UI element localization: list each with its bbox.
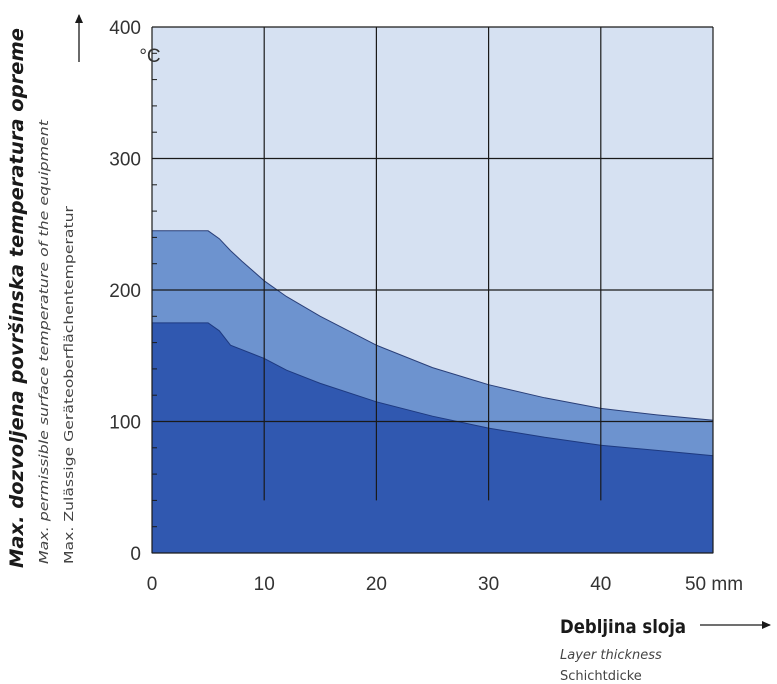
y-tick-label-0: 0 — [130, 544, 141, 565]
x-tick-label-20: 20 — [366, 574, 387, 595]
x-tick-label-0: 0 — [147, 574, 158, 595]
y-unit-label: °C — [139, 46, 160, 67]
y-axis-title: Max. dozvoljena površinska temperatura o… — [6, 28, 28, 568]
x-tick-label-40: 40 — [590, 574, 611, 595]
x-tick-label-30: 30 — [478, 574, 499, 595]
x-axis-subtitle-en: Layer thickness — [560, 648, 662, 663]
y-tick-label-300: 300 — [109, 150, 141, 171]
y-axis-subtitle-en: Max. permissible surface temperature of … — [36, 119, 51, 564]
x-tick-label-10: 10 — [254, 574, 275, 595]
x-axis-title: Debljina sloja — [560, 616, 686, 638]
y-tick-label-400: 400 — [109, 18, 141, 39]
y-axis-subtitle-de: Max. Zulässige Geräteoberflächentemperat… — [61, 205, 76, 564]
y-tick-label-100: 100 — [109, 413, 141, 434]
grid-lines — [151, 26, 714, 554]
y-tick-label-200: 200 — [109, 281, 141, 302]
x-axis-subtitle-de: Schichtdicke — [560, 669, 642, 684]
x-unit-label: 50 mm — [685, 574, 743, 595]
tick-labels: 0 100 200 300 400 0 10 20 30 40 — [109, 18, 611, 595]
